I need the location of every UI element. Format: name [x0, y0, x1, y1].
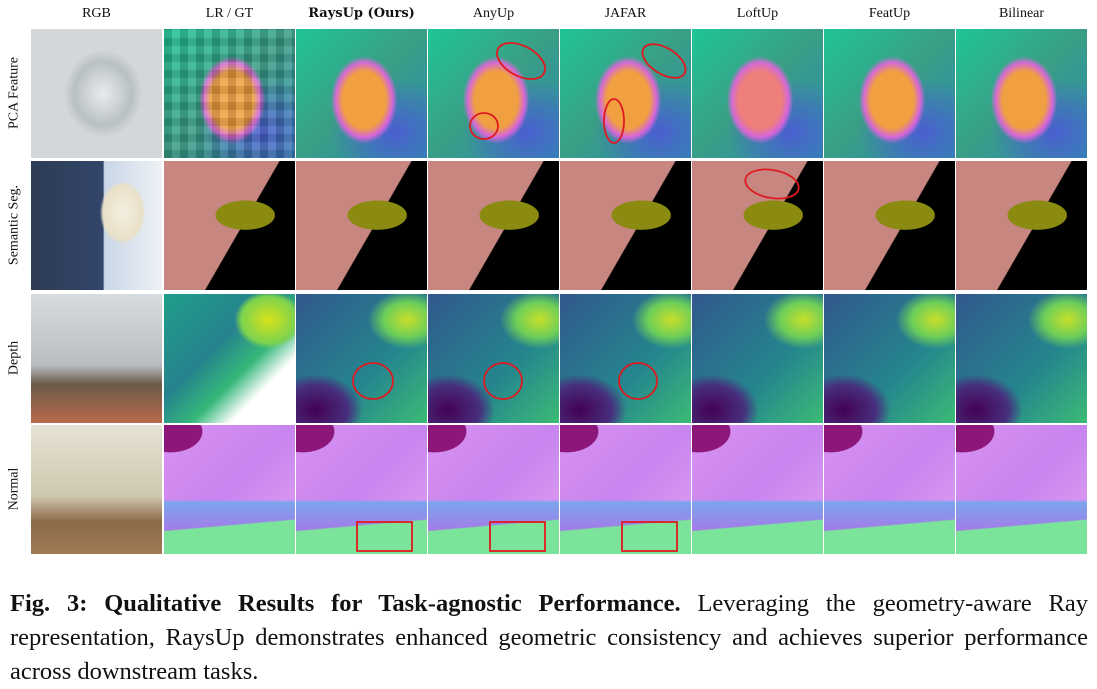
image-cell [560, 29, 691, 158]
red-ellipse [496, 42, 546, 80]
image-cell [31, 425, 162, 554]
row-label: PCA Feature [6, 57, 22, 129]
image-cell [164, 29, 295, 158]
image-cell [296, 161, 427, 290]
image-cell [692, 425, 823, 554]
caption: Fig. 3: Qualitative Results for Task-agn… [10, 587, 1088, 689]
image-cell [560, 161, 691, 290]
red-box [621, 521, 678, 552]
row-label: Semantic Seg. [6, 184, 22, 266]
red-ellipse [352, 362, 394, 400]
red-ellipse [469, 112, 499, 140]
image-cell [428, 161, 559, 290]
image-cell [956, 294, 1087, 423]
image-cell [428, 294, 559, 423]
column-header: RaysUp (Ours) [308, 6, 415, 21]
red-box [356, 521, 413, 552]
column-header: LR / GT [205, 6, 254, 21]
image-cell [560, 294, 691, 423]
image-cell [31, 294, 162, 423]
image-cell [31, 161, 162, 290]
image-cell [296, 425, 427, 554]
column-header: LoftUp [736, 6, 779, 21]
image-cell [296, 294, 427, 423]
image-cell [31, 29, 162, 158]
image-cell [164, 294, 295, 423]
image-cell [428, 425, 559, 554]
annotations [352, 42, 800, 552]
image-cell [824, 29, 955, 158]
image-cell [956, 29, 1087, 158]
red-box [489, 521, 546, 552]
red-ellipse [744, 168, 800, 200]
image-cell [164, 425, 295, 554]
red-ellipse [603, 98, 625, 144]
row-label: Depth [6, 340, 22, 376]
image-cell [164, 161, 295, 290]
image-cell [956, 425, 1087, 554]
caption-label: Fig. 3: [10, 590, 88, 617]
column-header: JAFAR [604, 6, 647, 21]
column-header: Bilinear [998, 6, 1045, 21]
image-cell [692, 294, 823, 423]
caption-title: Qualitative Results for Task-agnostic Pe… [104, 590, 681, 617]
image-cell [824, 161, 955, 290]
column-header: RGB [82, 6, 111, 21]
image-cell [692, 161, 823, 290]
image-cell [824, 294, 955, 423]
red-ellipse [641, 43, 687, 79]
image-cell [824, 425, 955, 554]
red-ellipse [483, 362, 523, 400]
red-ellipse [618, 362, 658, 400]
column-header: AnyUp [472, 6, 515, 21]
caption-text: Leveraging the geometry-aware Ray repres… [10, 590, 1088, 685]
image-cell [692, 29, 823, 158]
image-cell [560, 425, 691, 554]
image-cell [956, 161, 1087, 290]
column-header: FeatUp [868, 6, 911, 21]
image-cell [296, 29, 427, 158]
row-label: Normal [6, 467, 22, 511]
